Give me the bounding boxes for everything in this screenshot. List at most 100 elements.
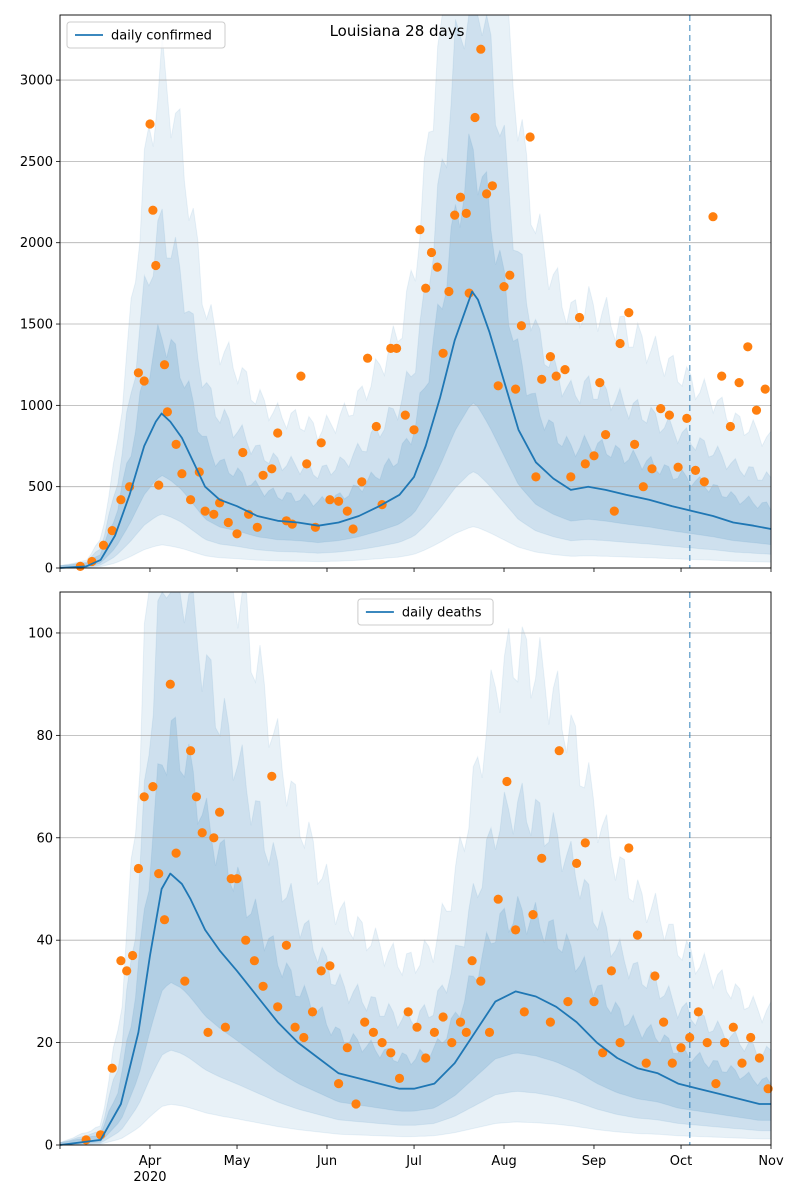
deaths-series-line — [59, 872, 771, 1146]
data-point — [171, 848, 181, 858]
data-point — [203, 1027, 213, 1037]
confirmed-x-axis — [59, 568, 772, 572]
data-point — [763, 1084, 773, 1094]
data-point — [258, 470, 268, 480]
data-point — [589, 451, 599, 461]
y-tick-label: 500 — [28, 480, 53, 495]
data-point — [461, 1027, 471, 1037]
data-point — [589, 997, 599, 1007]
data-point — [563, 997, 573, 1007]
data-point — [148, 782, 158, 792]
data-point — [98, 540, 109, 550]
data-point — [363, 353, 373, 363]
data-point — [421, 283, 431, 293]
data-point — [447, 1038, 457, 1048]
chart-title: Louisiana 28 days — [330, 22, 465, 40]
x-tick-label: Jul — [405, 1154, 422, 1169]
x-tick-label: Jun — [316, 1154, 337, 1169]
data-point — [209, 833, 219, 843]
data-point — [81, 1135, 91, 1145]
data-point — [615, 338, 625, 349]
data-point — [316, 966, 326, 976]
data-point — [360, 1017, 370, 1027]
data-point — [145, 119, 155, 129]
data-point — [87, 556, 97, 567]
data-point — [165, 679, 175, 689]
data-point — [133, 863, 143, 874]
data-point — [107, 526, 117, 536]
data-point — [510, 384, 521, 394]
data-point — [267, 464, 277, 474]
data-point — [415, 225, 425, 235]
y-tick-label: 2500 — [20, 155, 53, 170]
deaths-legend: daily deaths — [357, 598, 494, 626]
deaths-uncertainty-bands — [59, 591, 772, 1146]
y-tick-label: 60 — [36, 831, 53, 846]
y-tick-label: 20 — [36, 1036, 53, 1051]
axes-frame — [59, 14, 772, 569]
data-point — [751, 405, 762, 415]
data-point — [238, 447, 248, 458]
data-point — [476, 976, 486, 986]
data-point — [470, 112, 480, 123]
data-point — [151, 260, 161, 271]
y-tick-label: 80 — [36, 729, 53, 744]
data-point — [720, 1038, 730, 1048]
data-point — [609, 506, 619, 516]
data-point — [348, 524, 358, 534]
data-point — [484, 1027, 495, 1037]
data-point — [159, 915, 170, 925]
data-point — [128, 950, 138, 961]
x-tick-label: Oct — [670, 1154, 692, 1169]
confirmed-axes-frame — [59, 14, 772, 569]
data-point — [232, 529, 242, 539]
data-point — [200, 506, 210, 516]
data-point — [432, 262, 442, 272]
data-point — [728, 1022, 738, 1032]
data-point — [273, 1002, 283, 1012]
data-point — [162, 407, 172, 417]
data-point — [290, 1022, 300, 1032]
data-point — [746, 1032, 756, 1043]
data-point — [676, 1043, 686, 1053]
data-point — [554, 746, 564, 756]
data-point — [516, 321, 527, 331]
data-point — [632, 930, 643, 940]
y-tick-label: 1500 — [20, 318, 53, 333]
y-tick-label: 100 — [28, 626, 53, 641]
data-point — [505, 270, 515, 280]
data-point — [482, 189, 492, 199]
data-point — [699, 477, 709, 487]
data-point — [693, 1007, 704, 1017]
data-point — [186, 746, 196, 756]
data-point — [656, 404, 666, 414]
data-point — [502, 776, 512, 787]
data-point — [171, 439, 181, 449]
data-point — [682, 413, 692, 423]
legend-label: daily deaths — [402, 606, 482, 621]
data-point — [351, 1099, 361, 1109]
data-point — [177, 469, 187, 479]
data-point — [734, 378, 744, 388]
data-point — [624, 843, 634, 853]
data-point — [725, 421, 736, 432]
data-point — [215, 807, 225, 817]
data-point — [325, 495, 335, 505]
data-point — [711, 1079, 721, 1089]
data-point — [545, 1017, 556, 1027]
data-point — [186, 495, 196, 505]
data-point — [580, 838, 590, 848]
data-point — [394, 1073, 405, 1083]
data-point — [685, 1032, 695, 1043]
data-point — [299, 1032, 309, 1043]
data-point — [595, 378, 605, 388]
data-point — [659, 1017, 669, 1027]
data-point — [334, 496, 344, 506]
data-point — [438, 1012, 448, 1022]
data-point — [342, 506, 352, 516]
data-point — [421, 1053, 431, 1063]
data-point — [241, 935, 251, 945]
data-point — [638, 482, 648, 492]
confirmed-y-axis: 0 500 1000 1500 2000 2500 3000 — [20, 74, 60, 577]
